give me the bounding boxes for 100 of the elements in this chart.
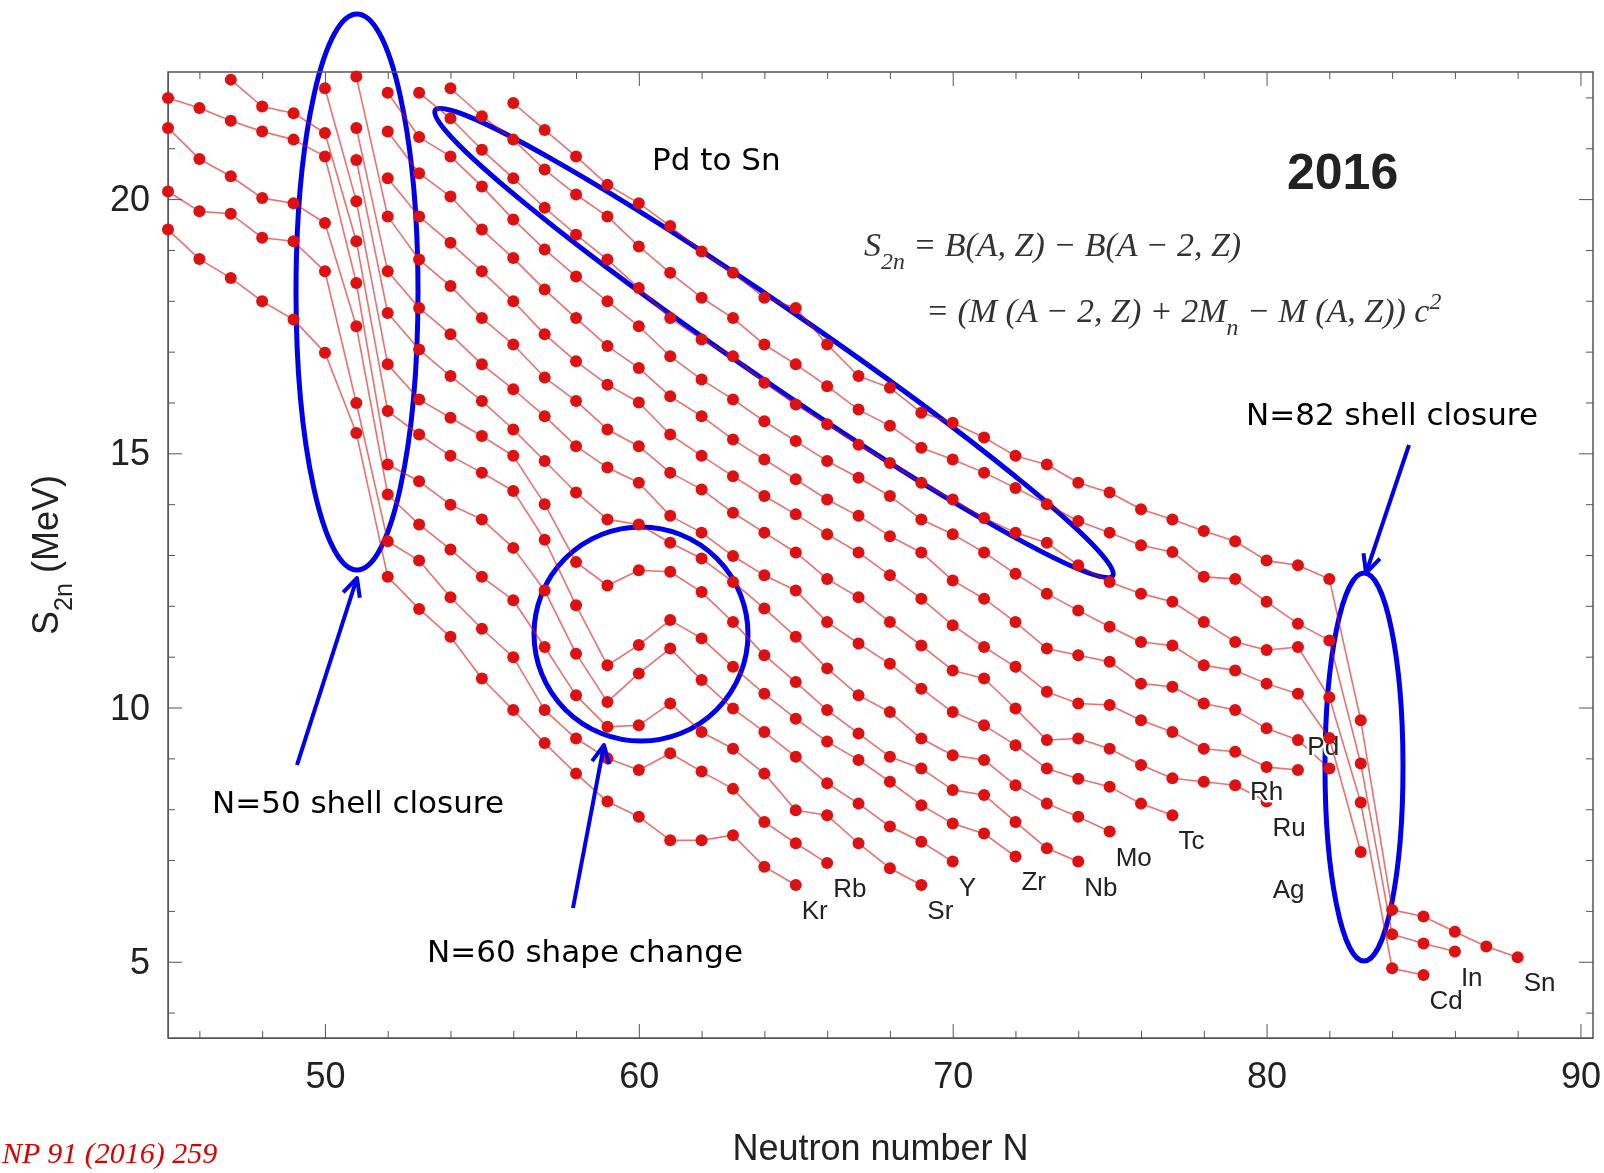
- point: [632, 396, 645, 409]
- point: [475, 622, 488, 635]
- point: [758, 602, 771, 615]
- point: [664, 642, 677, 655]
- point: [570, 689, 583, 702]
- point: [444, 498, 457, 511]
- point: [946, 783, 959, 796]
- point: [1072, 732, 1085, 745]
- point: [789, 301, 802, 314]
- point: [1197, 742, 1210, 755]
- point: [978, 788, 991, 801]
- point: [1197, 775, 1210, 788]
- point: [915, 476, 928, 489]
- point: [1229, 779, 1242, 792]
- point: [726, 829, 739, 842]
- point: [601, 795, 614, 808]
- point: [381, 405, 394, 418]
- point: [1197, 659, 1210, 672]
- point: [789, 676, 802, 689]
- point: [632, 719, 645, 732]
- point: [789, 473, 802, 486]
- point: [570, 394, 583, 407]
- point: [507, 213, 520, 226]
- point: [507, 484, 520, 497]
- point: [570, 355, 583, 368]
- series-label: Zr: [1021, 866, 1047, 897]
- point: [758, 490, 771, 503]
- series-label: Nb: [1084, 871, 1118, 902]
- point: [632, 440, 645, 453]
- point: [789, 584, 802, 597]
- point: [256, 100, 269, 113]
- point: [726, 550, 739, 563]
- point: [1103, 825, 1116, 838]
- point: [287, 235, 300, 248]
- point: [381, 535, 394, 548]
- point: [318, 127, 331, 140]
- point: [413, 131, 426, 144]
- point: [1229, 704, 1242, 717]
- point: [350, 426, 363, 439]
- point: [789, 712, 802, 725]
- point: [632, 476, 645, 489]
- point: [883, 657, 896, 670]
- point: [946, 416, 959, 429]
- point: [538, 454, 551, 467]
- point: [883, 706, 896, 719]
- point: [256, 125, 269, 138]
- point: [946, 749, 959, 762]
- point: [381, 86, 394, 99]
- point: [852, 403, 865, 416]
- point: [444, 190, 457, 203]
- point: [570, 188, 583, 201]
- point: [413, 86, 426, 99]
- point: [601, 461, 614, 474]
- point: [475, 110, 488, 123]
- point: [852, 509, 865, 522]
- point: [381, 210, 394, 223]
- point: [475, 513, 488, 526]
- point: [350, 121, 363, 134]
- point: [978, 753, 991, 766]
- annotation: N=60 shape change: [427, 933, 743, 969]
- point: [695, 373, 708, 386]
- point: [1009, 815, 1022, 828]
- point: [852, 837, 865, 850]
- point: [507, 252, 520, 265]
- point: [601, 378, 614, 391]
- point: [1448, 925, 1461, 938]
- point: [883, 530, 896, 543]
- point: [1135, 539, 1148, 552]
- point: [570, 556, 583, 569]
- point: [695, 410, 708, 423]
- x-tick-label: 90: [1560, 1054, 1601, 1096]
- point: [444, 449, 457, 462]
- point: [695, 245, 708, 258]
- point: [538, 283, 551, 296]
- series-label: Kr: [801, 894, 829, 925]
- point: [1103, 780, 1116, 793]
- point: [915, 835, 928, 848]
- point: [538, 123, 551, 136]
- point: [1197, 525, 1210, 538]
- point: [632, 638, 645, 651]
- point: [852, 471, 865, 484]
- annotation: N=50 shell closure: [212, 784, 504, 820]
- point: [413, 602, 426, 615]
- point: [821, 662, 834, 675]
- point: [1009, 526, 1022, 539]
- point: [413, 518, 426, 531]
- point: [664, 466, 677, 479]
- point: [695, 291, 708, 304]
- point: [883, 381, 896, 394]
- point: [507, 423, 520, 436]
- point: [695, 449, 708, 462]
- point: [1229, 572, 1242, 585]
- point: [915, 762, 928, 775]
- point: [1072, 649, 1085, 662]
- point: [507, 594, 520, 607]
- point: [821, 857, 834, 870]
- point: [632, 564, 645, 577]
- point: [475, 265, 488, 278]
- y-tick-label: 15: [109, 432, 150, 474]
- point: [1417, 937, 1430, 950]
